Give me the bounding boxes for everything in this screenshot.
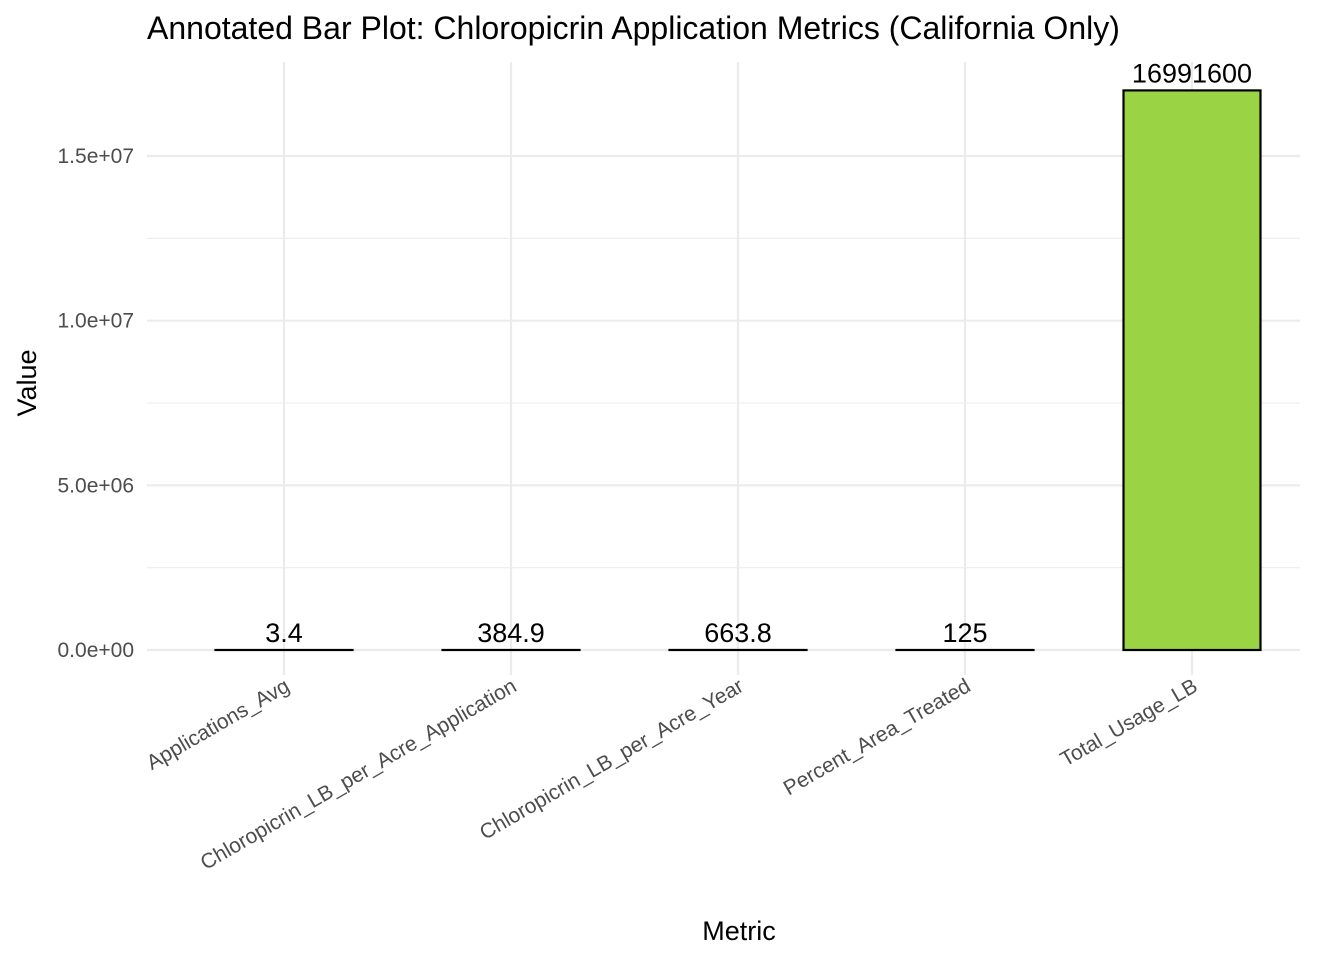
x-tick-label-3: Percent_Area_Treated bbox=[780, 674, 975, 800]
bars bbox=[214, 89, 1262, 652]
x-axis-title: Metric bbox=[702, 916, 776, 946]
x-tick-label-2: Chloropicrin_LB_per_Acre_Year bbox=[476, 674, 748, 844]
chart-title: Annotated Bar Plot: Chloropicrin Applica… bbox=[147, 10, 1120, 46]
data-label-2: 663.8 bbox=[704, 618, 772, 648]
data-label-0: 3.4 bbox=[265, 618, 303, 648]
y-tick-label-0: 0.0e+00 bbox=[58, 639, 135, 662]
data-label-1: 384.9 bbox=[477, 618, 545, 648]
y-tick-label-3: 1.5e+07 bbox=[58, 145, 135, 168]
y-axis-title: Value bbox=[12, 349, 42, 416]
bar-4 bbox=[1122, 89, 1262, 652]
y-tick-label-2: 1.0e+07 bbox=[58, 310, 135, 333]
x-tick-label-4: Total_Usage_LB bbox=[1057, 674, 1202, 771]
x-axis-tick-labels: Applications_Avg Chloropicrin_LB_per_Acre… bbox=[143, 674, 1202, 874]
y-tick-label-1: 5.0e+06 bbox=[58, 474, 135, 497]
data-label-3: 125 bbox=[942, 618, 987, 648]
data-label-4: 16991600 bbox=[1132, 58, 1252, 88]
data-labels: 3.4 384.9 663.8 125 16991600 bbox=[265, 58, 1252, 648]
x-tick-label-0: Applications_Avg bbox=[143, 674, 294, 774]
y-axis-tick-labels: 0.0e+00 5.0e+06 1.0e+07 1.5e+07 bbox=[58, 145, 135, 662]
